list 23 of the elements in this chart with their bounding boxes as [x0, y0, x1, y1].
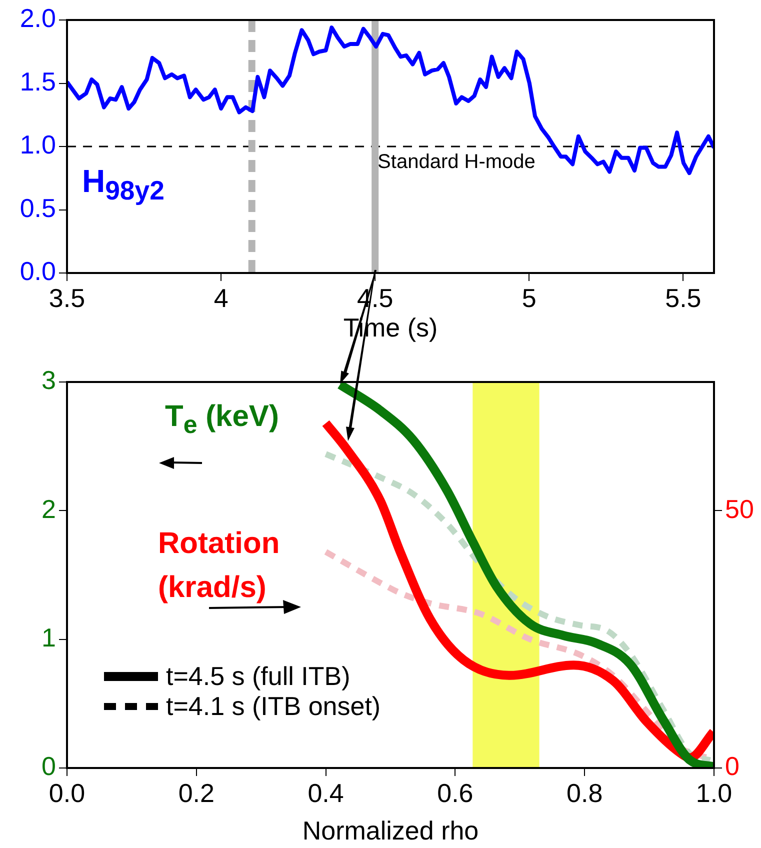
y-tick-label: 0	[42, 751, 56, 782]
annotation: t=4.1 s (ITB onset)	[166, 691, 381, 721]
x-tick-label: 0.8	[566, 778, 603, 808]
y-axis-title: T$_{e}$ (keV)	[165, 400, 279, 439]
x-axis-title: Normalized rho	[302, 816, 479, 846]
annotation: H$_{98y2}$	[82, 163, 164, 206]
y-tick-label: 2	[42, 494, 56, 524]
y-tick-label: 1	[42, 622, 56, 653]
x-tick-label: 5	[522, 282, 536, 313]
annotation: t=4.5 s (full ITB)	[166, 661, 350, 691]
annotation: Rotation (krad/s)	[158, 526, 280, 606]
x-tick-label: 0.6	[437, 778, 474, 808]
y-tick-label: 1.5	[20, 66, 56, 96]
x-tick-label: 0.2	[178, 778, 214, 808]
y-tick-label: 0.5	[20, 192, 56, 223]
x-tick-label: 4	[214, 282, 228, 313]
x-tick-label: 5.5	[665, 282, 702, 313]
y-tick-label: 1.0	[20, 130, 56, 160]
y-tick-label: 3	[42, 365, 56, 396]
x-tick-label: 0.4	[308, 778, 344, 808]
ref-line-label: Standard H-mode	[378, 151, 536, 174]
y2-tick-label: 50	[725, 494, 754, 524]
y-tick-label: 2.0	[20, 3, 56, 34]
